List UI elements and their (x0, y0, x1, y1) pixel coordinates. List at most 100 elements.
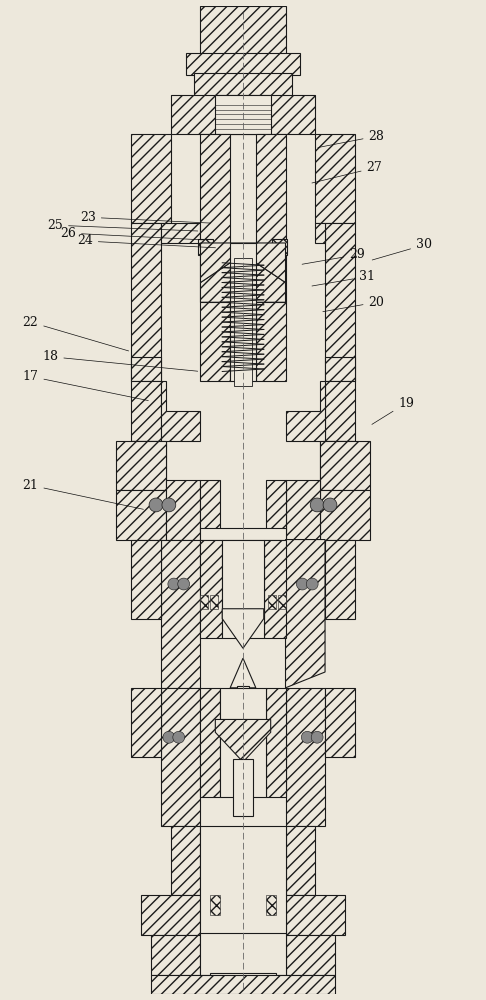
Text: 30: 30 (372, 238, 432, 260)
Polygon shape (201, 263, 285, 302)
Bar (210, 973, 276, 994)
Circle shape (178, 578, 190, 590)
Polygon shape (285, 826, 315, 895)
Bar (278, 595, 285, 609)
Polygon shape (161, 223, 201, 243)
Polygon shape (325, 381, 355, 441)
Text: 28: 28 (318, 130, 384, 148)
Text: 21: 21 (22, 479, 143, 509)
Bar (237, 686, 249, 717)
Polygon shape (161, 688, 201, 826)
Polygon shape (264, 540, 285, 638)
Text: 27: 27 (312, 161, 382, 183)
Polygon shape (285, 480, 320, 540)
Bar (186, 53, 300, 75)
Polygon shape (285, 935, 335, 975)
Bar (171, 95, 315, 134)
Bar (201, 595, 208, 609)
Polygon shape (266, 480, 285, 530)
Polygon shape (320, 490, 369, 540)
Text: 20: 20 (323, 296, 384, 312)
Text: 26: 26 (60, 227, 203, 240)
Polygon shape (131, 441, 166, 480)
Polygon shape (222, 609, 264, 648)
Bar (234, 258, 252, 386)
Polygon shape (151, 975, 335, 994)
Bar (201, 933, 285, 975)
Circle shape (306, 578, 318, 590)
Polygon shape (315, 223, 325, 243)
Polygon shape (201, 134, 230, 302)
Polygon shape (161, 540, 201, 688)
Polygon shape (201, 243, 285, 283)
Polygon shape (131, 134, 171, 223)
Bar (201, 528, 285, 540)
Polygon shape (285, 895, 345, 935)
Polygon shape (201, 688, 220, 797)
Polygon shape (266, 688, 285, 797)
Polygon shape (151, 935, 201, 975)
Text: 17: 17 (22, 370, 148, 401)
Circle shape (310, 498, 324, 512)
Bar (266, 895, 276, 915)
Polygon shape (230, 658, 256, 688)
Bar (268, 595, 276, 609)
Bar (272, 239, 288, 255)
Polygon shape (285, 688, 325, 826)
Circle shape (162, 498, 176, 512)
Polygon shape (325, 688, 355, 757)
Bar (201, 6, 285, 55)
Circle shape (173, 731, 185, 743)
Polygon shape (325, 357, 355, 381)
Polygon shape (117, 490, 166, 540)
Bar (210, 595, 218, 609)
Polygon shape (141, 895, 201, 935)
Bar (215, 95, 271, 134)
Text: 25: 25 (47, 219, 198, 232)
Polygon shape (285, 540, 325, 688)
Polygon shape (256, 302, 285, 381)
Circle shape (168, 578, 180, 590)
Bar (193, 73, 293, 97)
Polygon shape (201, 480, 220, 530)
Circle shape (149, 498, 163, 512)
Polygon shape (215, 719, 271, 762)
Text: 19: 19 (372, 397, 414, 424)
Polygon shape (285, 381, 325, 441)
Circle shape (311, 731, 323, 743)
Bar (210, 895, 220, 915)
Polygon shape (171, 826, 201, 895)
Circle shape (323, 498, 337, 512)
Text: 22: 22 (22, 316, 129, 351)
Polygon shape (201, 540, 222, 638)
Text: 29: 29 (302, 248, 364, 264)
Bar (197, 239, 213, 255)
Bar (230, 243, 256, 381)
Polygon shape (166, 480, 201, 540)
Circle shape (301, 731, 313, 743)
Text: 24: 24 (77, 234, 215, 248)
Circle shape (163, 731, 175, 743)
Polygon shape (201, 302, 230, 381)
Circle shape (296, 578, 308, 590)
Polygon shape (161, 381, 201, 441)
Bar (222, 540, 264, 638)
Polygon shape (131, 540, 161, 619)
Polygon shape (256, 134, 285, 302)
Polygon shape (131, 381, 161, 441)
Polygon shape (131, 688, 161, 757)
Bar (220, 688, 266, 797)
Text: 31: 31 (312, 270, 375, 286)
Bar (201, 826, 285, 935)
Polygon shape (325, 223, 355, 381)
Polygon shape (315, 134, 355, 223)
Polygon shape (325, 540, 355, 619)
Polygon shape (320, 441, 369, 490)
Polygon shape (131, 357, 161, 381)
Text: 23: 23 (80, 211, 210, 224)
Polygon shape (131, 223, 161, 381)
Bar (233, 759, 253, 816)
Polygon shape (117, 441, 166, 490)
Polygon shape (320, 441, 355, 480)
Text: 18: 18 (42, 350, 198, 371)
